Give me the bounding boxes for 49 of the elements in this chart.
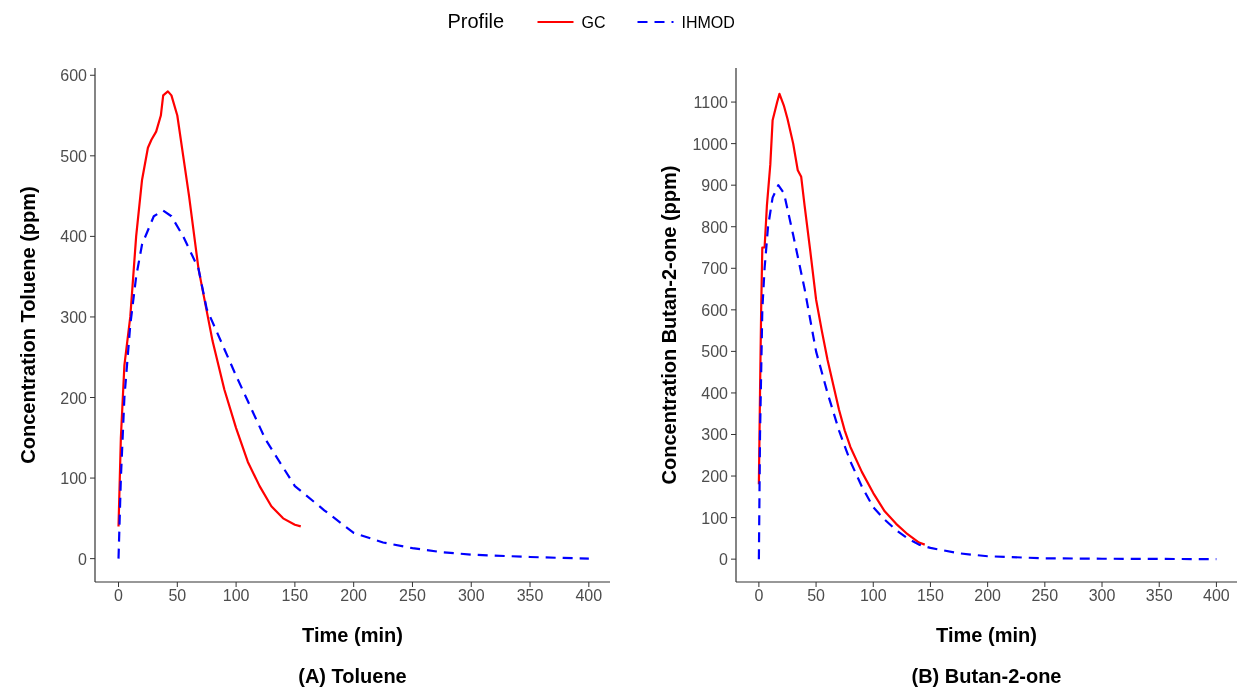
x-tick-label: 150	[917, 587, 944, 604]
y-axis-title: Concentration Butan-2-one (ppm)	[658, 165, 680, 485]
x-tick-label: 300	[457, 587, 485, 604]
line-series	[117, 90, 302, 528]
x-tick-label: 200	[340, 587, 368, 604]
y-tick-label: 600	[701, 301, 729, 319]
y-tick-label: 400	[701, 384, 729, 402]
x-tick-label: 250	[1031, 587, 1059, 604]
text: (A) Toluene	[298, 665, 407, 687]
x-tick-label: 100	[222, 587, 250, 604]
x-tick-label: 50	[807, 587, 826, 604]
y-tick-label: 1000	[692, 135, 729, 153]
y-tick-label: 800	[701, 218, 729, 236]
legend-label: GC	[581, 14, 606, 31]
y-tick-label: 0	[719, 551, 729, 569]
y-tick-label: 0	[78, 550, 88, 568]
y-tick-label: 1100	[693, 94, 729, 112]
legend-title: Profile	[447, 10, 505, 32]
x-tick-label: 350	[1145, 587, 1173, 604]
x-tick-label: 250	[399, 587, 426, 604]
text: (B) Butan-2-one	[911, 665, 1062, 687]
y-tick-label: 900	[701, 177, 729, 195]
x-tick-label: 50	[168, 587, 187, 604]
y-tick-label: 100	[701, 509, 729, 527]
y-tick-label: 200	[60, 389, 88, 407]
x-axis-title: Time (min)	[936, 624, 1037, 646]
y-tick-label: 300	[60, 308, 88, 326]
x-tick-label: 350	[516, 587, 544, 604]
x-tick-label: 400	[1203, 587, 1230, 604]
x-tick-label: 150	[281, 587, 309, 604]
x-axis-title: Time (min)	[302, 624, 403, 646]
y-tick-label: 400	[60, 228, 88, 246]
y-tick-label: 200	[701, 468, 729, 486]
x-tick-label: 0	[754, 587, 764, 604]
line-series	[117, 209, 590, 560]
y-tick-label: 700	[701, 260, 729, 278]
x-tick-label: 200	[974, 587, 1002, 604]
legend-label: IHMOD	[681, 14, 735, 31]
y-tick-label: 500	[701, 343, 729, 361]
x-tick-label: 0	[114, 587, 124, 604]
y-tick-label: 500	[60, 147, 88, 165]
y-tick-label: 600	[60, 67, 88, 85]
y-tick-label: 100	[60, 470, 88, 488]
x-tick-label: 100	[859, 587, 887, 604]
x-tick-label: 300	[1088, 587, 1116, 604]
y-tick-label: 300	[701, 426, 729, 444]
line-series	[757, 92, 926, 546]
x-tick-label: 400	[575, 587, 603, 604]
y-axis-title: Concentration Toluene (ppm)	[17, 186, 39, 464]
